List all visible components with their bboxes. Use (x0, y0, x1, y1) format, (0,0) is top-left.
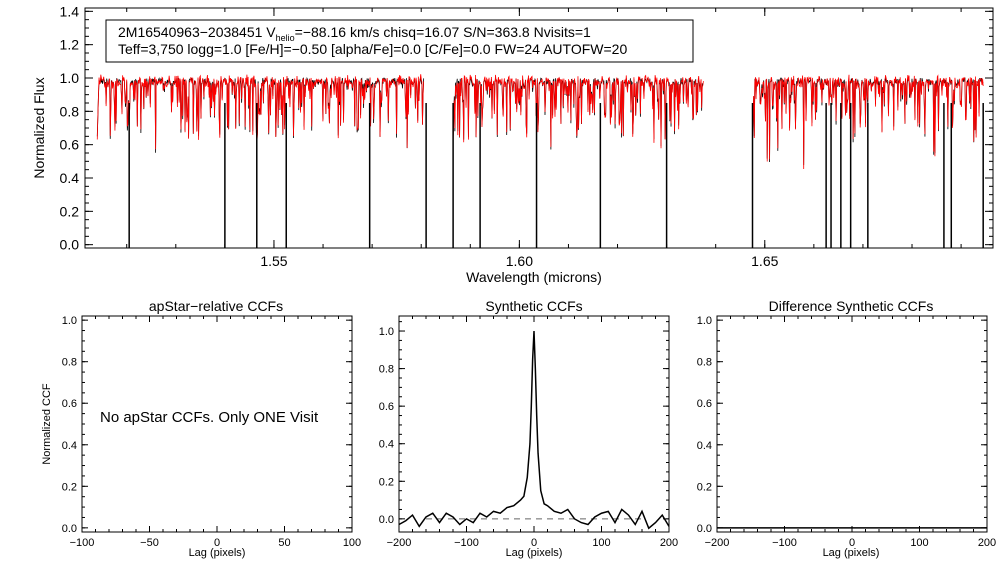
y-tick-label: 0.0 (62, 523, 77, 535)
x-tick-label: 1.65 (751, 253, 778, 269)
apstar-ccf-panel: apStar−relative CCFs −100 −50 0 50 100 0.0 0.2… (41, 298, 361, 559)
y-tick-label: 1.2 (60, 37, 80, 53)
y-tick-label: 0.4 (62, 440, 77, 452)
x-tick-label: 0 (214, 537, 220, 549)
synthetic-ccf-lines (398, 330, 670, 530)
y-tick-label: 0.6 (62, 398, 77, 410)
spectrum-ticks: 1.55 1.60 1.65 0.0 0.2 0.4 0.6 0.8 1.0 1.2 1.4 (60, 3, 993, 269)
y-tick-label: 0.0 (60, 237, 80, 253)
x-tick-label: −100 (454, 537, 479, 549)
x-tick-label: 200 (660, 537, 678, 549)
y-tick-label: 1.4 (60, 3, 80, 19)
info-line-1: 2M16540963−2038451 Vhelio=−88.16 km/s ch… (118, 24, 591, 43)
x-tick-label: 0 (531, 537, 537, 549)
y-tick-label: 0.6 (697, 398, 712, 410)
x-tick-label: 200 (978, 537, 996, 549)
x-tick-label: −100 (772, 537, 797, 549)
difference-ccf-frame (716, 315, 988, 533)
y-tick-label: 1.0 (697, 315, 712, 327)
y-tick-label: 0.6 (60, 137, 80, 153)
x-tick-label: −200 (387, 537, 412, 549)
x-tick-label: 100 (343, 537, 361, 549)
difference-ccf-xlabel: Lag (pixels) (823, 547, 880, 559)
y-tick-label: 1.0 (379, 326, 394, 338)
difference-ccf-title: Difference Synthetic CCFs (769, 298, 934, 314)
x-tick-label: 0 (849, 537, 855, 549)
y-tick-label: 0.2 (379, 476, 394, 488)
x-tick-label: 1.60 (506, 253, 533, 269)
spectrum-panel: 1.55 1.60 1.65 0.0 0.2 0.4 0.6 0.8 1.0 1.2 1.4 2M1… (31, 3, 994, 285)
x-tick-label: 50 (278, 537, 290, 549)
synthetic-ccf-title: Synthetic CCFs (485, 298, 582, 314)
spectrum-xlabel: Wavelength (microns) (466, 269, 602, 285)
x-tick-label: −50 (140, 537, 159, 549)
x-tick-label: −100 (70, 537, 95, 549)
ccf-line (398, 330, 670, 530)
model-spectrum-segment (96, 74, 425, 150)
x-tick-label: 1.55 (260, 253, 287, 269)
y-tick-label: 0.0 (697, 523, 712, 535)
difference-ccf-panel: Difference Synthetic CCFs −200 −100 0 100 20… (697, 298, 996, 559)
synthetic-ccf-ticks: −200 −100 0 100 200 0.0 0.2 0.4 0.6 0.8 1.0 (379, 316, 678, 549)
model-spectrum-segment (452, 74, 704, 149)
y-tick-label: 0.4 (60, 170, 80, 186)
y-tick-label: 0.8 (379, 364, 394, 376)
y-tick-label: 0.4 (697, 440, 712, 452)
x-tick-label: −200 (705, 537, 730, 549)
y-tick-label: 0.2 (697, 481, 712, 493)
apstar-ccf-xlabel: Lag (pixels) (189, 547, 246, 559)
difference-ccf-ticks: −200 −100 0 100 200 0.0 0.2 0.4 0.6 0.8 1.0 (697, 315, 996, 549)
info-line-2: Teff=3,750 logg=1.0 [Fe/H]=−0.50 [alpha/… (118, 41, 627, 57)
x-tick-label: 100 (592, 537, 610, 549)
spectrum-lines (96, 74, 984, 248)
spectrum-ylabel: Normalized Flux (31, 77, 47, 178)
apstar-ccf-title: apStar−relative CCFs (149, 298, 283, 314)
x-tick-label: 100 (910, 537, 928, 549)
y-tick-label: 0.2 (62, 481, 77, 493)
info-box (105, 19, 694, 63)
apstar-ccf-ticks: −100 −50 0 50 100 0.0 0.2 0.4 0.6 0.8 1.0 (62, 315, 361, 549)
y-tick-label: 1.0 (62, 315, 77, 327)
y-tick-label: 0.8 (697, 357, 712, 369)
y-tick-label: 0.4 (379, 439, 394, 451)
y-tick-label: 0.0 (379, 514, 394, 526)
y-tick-label: 0.2 (60, 203, 80, 219)
no-ccf-message: No apStar CCFs. Only ONE Visit (100, 409, 319, 426)
y-tick-label: 1.0 (60, 70, 80, 86)
synthetic-ccf-xlabel: Lag (pixels) (506, 547, 563, 559)
model-spectrum-segment (752, 74, 984, 170)
apstar-ccf-ylabel: Normalized CCF (41, 383, 53, 465)
y-tick-label: 0.8 (60, 103, 80, 119)
y-tick-label: 0.6 (379, 401, 394, 413)
synthetic-ccf-panel: Synthetic CCFs −200 −100 0 100 200 0.0 0.2 0.4 0… (379, 298, 678, 559)
y-tick-label: 0.8 (62, 357, 77, 369)
